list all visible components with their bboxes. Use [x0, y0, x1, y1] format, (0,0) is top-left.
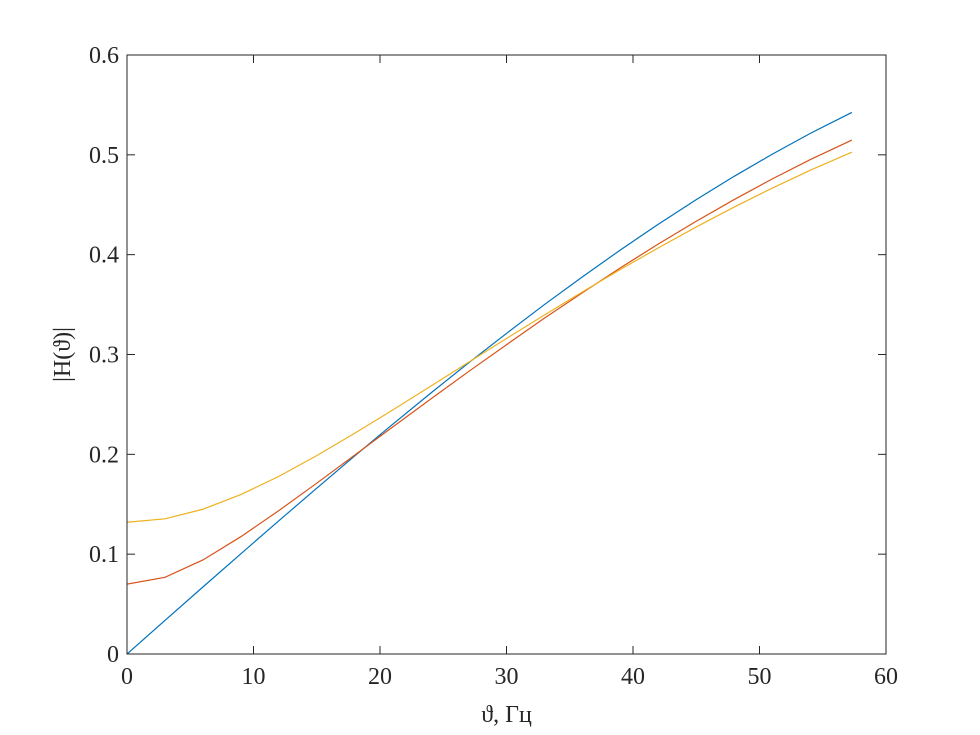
y-tick-label: 0.3 [89, 343, 119, 369]
y-tick-label: 0.2 [89, 442, 119, 468]
axes-box [126, 54, 887, 655]
x-tick-label: 10 [242, 664, 266, 690]
x-tick-label: 60 [874, 664, 898, 690]
series-line-2 [126, 139, 853, 585]
x-tick-label: 30 [495, 664, 519, 690]
ticks-group: 0 10 20 30 40 50 60 0 0.1 0.2 0.3 0.4 0.5 0.6 [89, 43, 898, 690]
series-line-3 [126, 151, 853, 523]
y-tick-label: 0.1 [89, 542, 119, 568]
series-group [126, 111, 853, 655]
x-tick-label: 0 [121, 664, 133, 690]
x-tick-label: 40 [621, 664, 645, 690]
y-tick-label: 0.4 [89, 243, 119, 269]
x-tick-label: 20 [368, 664, 392, 690]
x-axis-label: ϑ, Гц [481, 702, 532, 728]
y-axis-label: |H(ϑ)| [50, 327, 76, 382]
y-tick-label: 0.6 [89, 43, 119, 69]
y-tick-label: 0.5 [89, 143, 119, 169]
series-line-1 [126, 111, 853, 655]
x-tick-label: 50 [748, 664, 772, 690]
y-tick-label: 0 [107, 642, 119, 668]
